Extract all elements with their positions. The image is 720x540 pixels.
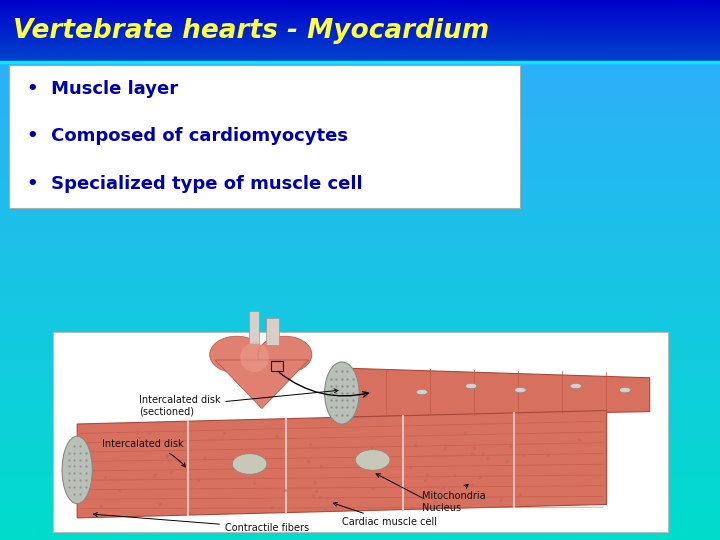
Polygon shape xyxy=(342,368,649,417)
Text: Contractile fibers: Contractile fibers xyxy=(94,512,309,533)
Text: •  Composed of cardiomyocytes: • Composed of cardiomyocytes xyxy=(27,127,348,145)
Polygon shape xyxy=(77,410,606,518)
Polygon shape xyxy=(215,360,309,409)
Ellipse shape xyxy=(325,362,359,424)
Ellipse shape xyxy=(258,336,312,373)
Ellipse shape xyxy=(570,383,582,389)
Ellipse shape xyxy=(356,450,390,470)
Text: •  Specialized type of muscle cell: • Specialized type of muscle cell xyxy=(27,175,363,193)
Polygon shape xyxy=(249,312,259,344)
Ellipse shape xyxy=(233,454,267,474)
Ellipse shape xyxy=(240,342,269,372)
Text: Vertebrate hearts - Myocardium: Vertebrate hearts - Myocardium xyxy=(13,18,489,44)
Ellipse shape xyxy=(416,389,428,395)
Text: Intercalated disk
(sectioned): Intercalated disk (sectioned) xyxy=(139,389,338,417)
Ellipse shape xyxy=(210,336,264,373)
Ellipse shape xyxy=(515,387,526,393)
Text: Mitochondria: Mitochondria xyxy=(422,484,485,501)
Text: Nucleus: Nucleus xyxy=(376,474,461,513)
Ellipse shape xyxy=(619,387,631,393)
Ellipse shape xyxy=(465,383,477,389)
FancyBboxPatch shape xyxy=(53,332,668,532)
Polygon shape xyxy=(266,319,279,346)
Text: Intercalated disk: Intercalated disk xyxy=(102,439,186,467)
Text: Cardiac muscle cell: Cardiac muscle cell xyxy=(333,503,437,527)
Text: •  Muscle layer: • Muscle layer xyxy=(27,80,179,98)
Ellipse shape xyxy=(62,436,92,504)
FancyBboxPatch shape xyxy=(9,65,520,208)
